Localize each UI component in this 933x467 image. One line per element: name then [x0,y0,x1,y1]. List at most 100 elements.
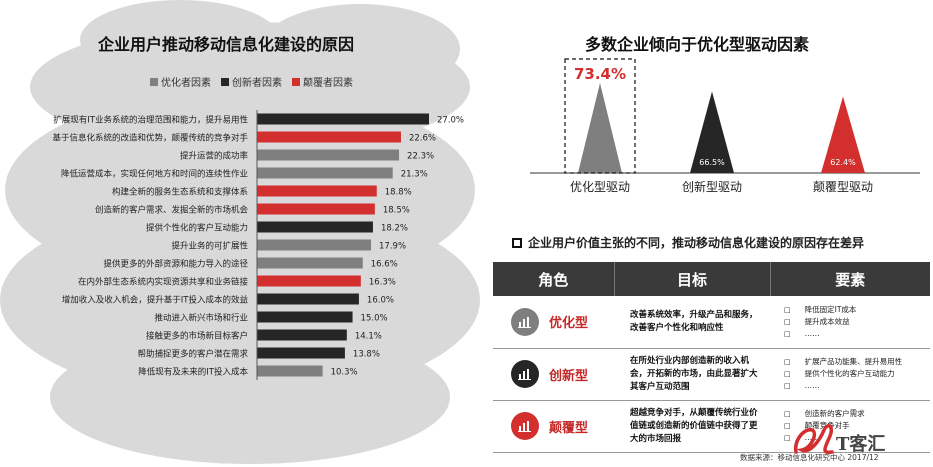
peak-triangle [690,91,734,173]
value-label: 18.5% [383,206,410,216]
category-label: 帮助捕捉更多的客户潜在需求 [137,349,248,360]
table-row: 创新型在所处行业内部创造新的收入机会，开拓新的市场，由此显著扩大其客户互动范围扩… [493,348,930,401]
value-label: 16.3% [369,278,396,288]
logo-text: T客汇 [836,434,886,455]
legend-item-disruptor: 颠覆者因素 [292,74,353,89]
category-label: 创造新的客户需求、发掘全新的市场机会 [95,205,249,216]
goal-cell: 改善系统效率，升级产品和服务，改善客户个性化和响应性 [614,296,770,349]
header-role: 角色 [493,262,615,296]
value-label: 18.2% [381,224,408,234]
legend-swatch [292,77,300,86]
peak-triangle [578,83,622,173]
category-label: 接触更多的市场新目标客户 [146,331,248,342]
bar-chart-icon [511,360,539,388]
category-label: 提供更多的外部资源和能力导入的途径 [103,259,248,270]
goal-text: 在所处行业内部创造新的收入机会，开拓新的市场，由此显著扩大其客户互动范围 [630,355,758,392]
highlight-box [564,58,636,174]
bar [257,113,429,125]
bar [257,185,377,197]
value-label: 62.4% [830,158,856,167]
category-label: 创新型驱动 [682,179,742,194]
bar [257,275,361,287]
role-cell: 优化型 [493,296,614,349]
bar [257,203,375,215]
section-title-text: 企业用户价值主张的不同，推动移动信息化建设的原因存在差异 [528,236,865,250]
value-label: 27.0% [437,116,464,126]
header-factors: 要素 [770,262,930,296]
source-note: 数据来源：移动信息化研究中心 2017/12 [740,453,879,462]
bar [257,131,401,143]
bar [257,149,400,161]
factors-cell: 扩展产品功能集、提升易用性提供个性化的客户互动能力…… [770,348,930,401]
table-row: 优化型改善系统效率，升级产品和服务，改善客户个性化和响应性降低固定IT成本提升成… [493,296,930,349]
bar [257,311,353,323]
factor-item: 创造新的客户需求 [784,408,930,420]
role-cell: 颠覆型 [493,400,614,453]
roles-table: 角色 目标 要素 优化型改善系统效率，升级产品和服务，改善客户个性化和响应性降低… [493,262,930,453]
category-label: 优化型驱动 [570,180,630,194]
bar-chart-icon [511,412,539,440]
role-cell: 创新型 [493,348,614,401]
category-label: 推动进入新兴市场和行业 [154,313,248,324]
category-label: 颠覆型驱动 [813,179,873,194]
value-label: 16.0% [367,296,394,306]
factor-item: …… [784,328,930,340]
category-label: 降低运营成本，实现任何地方和时间的连续性作业 [61,169,248,180]
table-header-row: 角色 目标 要素 [493,262,930,296]
category-label: 在内外部生态系统内实现资源共享和业务链接 [78,277,249,288]
goal-cell: 超越竞争对手，从颠覆传统行业价值链或创造新的价值链中获得了更大的市场回报 [614,400,770,453]
bar [257,365,323,377]
bar [257,221,373,233]
checkbox-square-icon [512,237,522,248]
factor-item: 扩展产品功能集、提升易用性 [784,356,930,368]
value-label: 17.9% [379,242,406,252]
bar [257,167,393,179]
value-label: 18.8% [385,188,412,198]
factors-cell: 降低固定IT成本提升成本效益…… [770,296,930,349]
left-chart-title: 企业用户推动移动信息化建设的原因 [98,35,355,54]
right-chart-title: 多数企业倾向于优化型驱动因素 [585,35,810,54]
goal-text: 改善系统效率，升级产品和服务，改善客户个性化和响应性 [630,309,758,333]
role-name: 创新型 [549,368,589,384]
value-label: 15.0% [361,314,388,324]
value-label: 22.6% [409,134,436,144]
tkehui-logo: T客汇 [790,418,885,458]
category-label: 降低现有及未来的IT投入成本 [138,367,248,378]
value-label: 73.4% [574,65,626,83]
bar-chart-icon [511,307,539,336]
value-label: 14.1% [355,332,382,342]
legend-label: 优化者因素 [161,78,211,89]
goal-text: 超越竞争对手，从颠覆传统行业价值链或创造新的价值链中获得了更大的市场回报 [630,407,758,444]
header-goal: 目标 [614,262,771,296]
legend-item-innovator: 创新者因素 [221,74,282,89]
chart-legend: 优化者因素 创新者因素 颠覆者因素 [150,74,353,89]
goal-cell: 在所处行业内部创造新的收入机会，开拓新的市场，由此显著扩大其客户互动范围 [614,348,770,401]
category-label: 基于信息化系统的改造和优势，颠覆传统的竞争对手 [52,133,248,144]
legend-item-optimizer: 优化者因素 [150,74,211,89]
driver-peak-chart: 优化型驱动 73.4% 创新型驱动 66.5% 颠覆型驱动 62.4% [530,58,920,194]
bar [257,329,347,341]
category-label: 提供个性化的客户互动能力 [146,223,248,234]
peak-triangle [821,96,865,173]
value-label: 21.3% [401,170,428,180]
bar [257,293,359,305]
value-label: 22.3% [407,152,434,162]
bar [257,347,345,359]
legend-label: 颠覆者因素 [303,78,353,89]
reasons-bar-chart: 扩展现有IT业务系统的治理范围和能力，提升易用性 27.0% 基于信息化系统的改造和… [52,110,464,380]
bar [257,257,363,269]
factor-item: …… [784,380,930,392]
legend-label: 创新者因素 [232,78,282,89]
value-label: 16.6% [371,260,398,270]
category-label: 增加收入及收入机会，提升基于IT投入成本的效益 [62,295,249,306]
category-label: 扩展现有IT业务系统的治理范围和能力，提升易用性 [53,115,248,126]
category-label: 提升业务的可扩展性 [171,241,248,252]
legend-swatch [150,77,158,86]
legend-swatch [221,77,229,86]
value-label: 13.8% [353,350,380,360]
value-label: 10.3% [331,368,358,378]
bar [257,239,372,251]
value-label: 66.5% [699,158,725,167]
category-label: 构建全新的服务生态系统和支撑体系 [112,187,248,198]
